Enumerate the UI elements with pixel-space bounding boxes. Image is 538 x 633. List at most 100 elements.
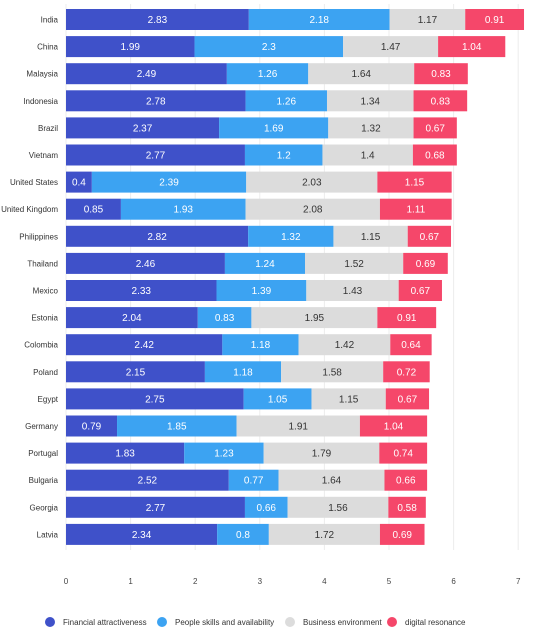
bar-segment xyxy=(268,523,380,545)
data-label: 1.26 xyxy=(277,96,297,107)
data-label: 1.23 xyxy=(214,449,234,460)
bar-segment xyxy=(66,388,244,410)
bar-segment xyxy=(379,523,425,545)
data-label: 2.49 xyxy=(137,69,157,80)
bar-segment xyxy=(377,171,452,193)
data-label: 1.34 xyxy=(361,96,381,107)
bar-segment xyxy=(246,171,378,193)
bar-segment xyxy=(248,225,334,247)
bar-segment xyxy=(384,469,428,491)
data-label: 1.52 xyxy=(344,259,364,270)
data-label: 1.85 xyxy=(167,422,187,433)
bar-segment xyxy=(298,334,391,356)
data-label: 2.39 xyxy=(159,178,179,189)
data-label: 1.79 xyxy=(312,449,332,460)
bar-segment xyxy=(66,117,220,139)
data-label: 0.91 xyxy=(485,15,505,26)
data-label: 1.43 xyxy=(343,286,363,297)
category-label: Portugal xyxy=(28,449,58,458)
bar-segment xyxy=(278,469,385,491)
bar-segment xyxy=(383,361,430,383)
bar-segment xyxy=(414,63,468,85)
bar-segment xyxy=(66,144,245,166)
data-label: 1.04 xyxy=(384,422,404,433)
category-label: Mexico xyxy=(33,287,59,296)
data-label: 1.2 xyxy=(277,151,291,162)
bar-segment xyxy=(328,117,414,139)
category-label: Georgia xyxy=(30,503,59,512)
data-label: 0.66 xyxy=(257,503,277,514)
category-label: Thailand xyxy=(27,259,58,268)
data-label: 1.18 xyxy=(251,340,271,351)
data-label: 1.95 xyxy=(305,313,325,324)
data-label: 1.15 xyxy=(405,178,425,189)
bar-segment xyxy=(217,523,269,545)
bar-segment xyxy=(66,63,227,85)
data-label: 2.03 xyxy=(302,178,322,189)
category-label: Egypt xyxy=(38,395,59,404)
data-label: 0.85 xyxy=(84,205,104,216)
bar-segment xyxy=(66,90,246,112)
bar-segment xyxy=(66,523,218,545)
legend-label: digital resonance xyxy=(405,618,466,627)
bar-segment xyxy=(66,307,198,329)
data-label: 2.37 xyxy=(133,123,153,134)
data-label: 2.08 xyxy=(303,205,323,216)
data-label: 0.66 xyxy=(396,476,416,487)
data-label: 1.64 xyxy=(351,69,371,80)
data-label: 1.18 xyxy=(233,367,253,378)
bar-segment xyxy=(385,388,430,410)
bar-segment xyxy=(184,442,264,464)
data-label: 0.83 xyxy=(431,96,451,107)
data-label: 0.8 xyxy=(236,530,250,541)
bar-segment xyxy=(248,9,390,30)
data-label: 1.56 xyxy=(328,503,348,514)
category-label: Estonia xyxy=(31,314,58,323)
bar-segment xyxy=(244,496,288,518)
category-label: United States xyxy=(10,178,58,187)
data-label: 2.82 xyxy=(147,232,167,243)
bar-segment xyxy=(224,252,306,274)
legend-label: People skills and availability xyxy=(175,618,274,627)
x-tick-label: 0 xyxy=(64,577,69,586)
data-label: 1.47 xyxy=(381,42,401,53)
data-label: 1.83 xyxy=(115,449,135,460)
category-label: Colombia xyxy=(24,341,58,350)
data-label: 2.15 xyxy=(126,367,146,378)
data-label: 1.4 xyxy=(361,151,375,162)
data-label: 0.69 xyxy=(393,530,413,541)
bar-segment xyxy=(66,496,245,518)
category-label: Germany xyxy=(25,422,58,431)
bar-segment xyxy=(66,225,249,247)
data-label: 0.67 xyxy=(398,394,418,405)
bar-segment xyxy=(66,442,185,464)
bar-segment xyxy=(263,442,380,464)
bar-segment xyxy=(222,334,299,356)
bar-segment xyxy=(204,361,282,383)
x-tick-label: 5 xyxy=(387,577,392,586)
bar-segment xyxy=(403,252,448,274)
data-label: 1.64 xyxy=(322,476,342,487)
data-label: 1.15 xyxy=(361,232,381,243)
x-tick-label: 2 xyxy=(193,577,198,586)
bar-segment xyxy=(66,280,217,301)
data-label: 0.91 xyxy=(397,313,417,324)
data-label: 2.3 xyxy=(262,42,276,53)
bar-segment xyxy=(359,415,428,437)
legend-label: Business environment xyxy=(303,618,382,627)
bar-segment xyxy=(379,442,428,464)
data-label: 0.64 xyxy=(401,340,421,351)
data-label: 2.75 xyxy=(145,394,165,405)
data-label: 2.78 xyxy=(146,96,166,107)
data-label: 1.11 xyxy=(406,205,425,216)
bar-segment xyxy=(251,307,378,329)
data-label: 2.52 xyxy=(138,476,158,487)
bar-segment xyxy=(194,36,344,58)
category-label: Malaysia xyxy=(26,70,58,79)
bar-segment xyxy=(465,9,525,30)
data-label: 2.77 xyxy=(146,151,166,162)
bar-segment xyxy=(66,9,249,30)
data-label: 0.4 xyxy=(72,178,86,189)
